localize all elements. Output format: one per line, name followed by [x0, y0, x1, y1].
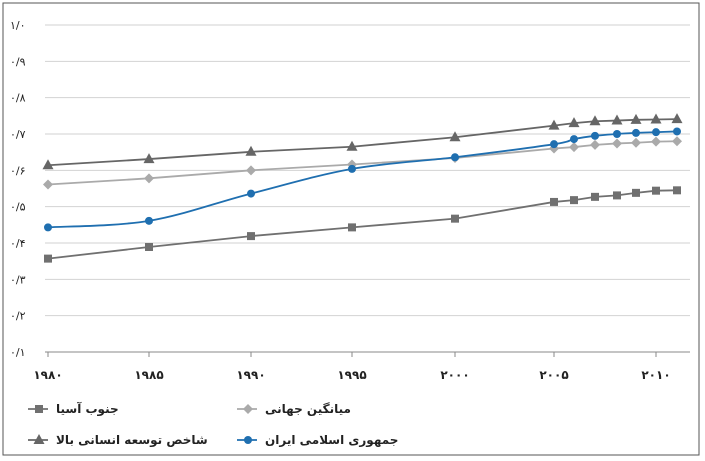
data-point	[630, 113, 642, 124]
data-point	[652, 186, 660, 195]
y-tick-label: ۰/۷	[10, 128, 26, 141]
data-point	[44, 223, 52, 232]
series-4	[44, 127, 681, 232]
data-point	[591, 131, 599, 140]
data-point	[568, 117, 580, 128]
x-tick-label: ۱۹۹۰	[236, 368, 265, 382]
legend-marker	[33, 434, 45, 444]
data-point	[611, 114, 623, 125]
data-point	[613, 191, 621, 200]
x-tick-label: ۱۹۸۵	[134, 368, 163, 382]
y-tick-label: ۰/۳	[10, 273, 26, 286]
data-point	[672, 136, 682, 147]
y-tick-label: ۰/۹	[10, 55, 26, 68]
data-point	[632, 128, 640, 137]
series-1	[44, 186, 681, 263]
data-point	[449, 131, 461, 142]
data-point	[145, 242, 153, 251]
y-tick-label: ۰/۵	[10, 201, 26, 214]
data-point	[548, 119, 560, 130]
data-point	[673, 127, 681, 136]
x-tick-label: ۱۹۸۰	[33, 368, 62, 382]
legend-label: شاخص توسعه انسانی بالا	[56, 433, 208, 448]
data-point	[673, 186, 681, 195]
series-lines	[42, 113, 683, 263]
y-tick-label: ۰/۸	[10, 92, 26, 105]
y-tick-label: ۰/۱	[10, 346, 26, 359]
data-point	[550, 140, 558, 149]
data-point	[246, 165, 256, 176]
legend-item: میانگین جهانی	[237, 402, 351, 416]
data-point	[632, 188, 640, 197]
x-tick-label: ۲۰۰۵	[539, 368, 568, 382]
data-point	[144, 173, 154, 184]
data-point	[348, 223, 356, 232]
data-point	[652, 128, 660, 137]
series-line	[47, 118, 678, 167]
data-point	[245, 145, 257, 156]
data-point	[451, 153, 459, 162]
x-tick-label: ۲۰۱۰	[641, 368, 670, 382]
data-point	[650, 113, 662, 124]
x-tick-labels: ۱۹۸۰ ۱۹۸۵ ۱۹۹۰ ۱۹۹۵ ۲۰۰۰ ۲۰۰۵ ۲۰۱۰	[33, 368, 670, 382]
x-tick-label: ۲۰۰۰	[440, 368, 469, 382]
data-point	[570, 196, 578, 205]
legend-marker	[243, 404, 253, 414]
data-point	[145, 216, 153, 225]
data-point	[43, 179, 53, 190]
data-point	[348, 164, 356, 173]
legend-label: میانگین جهانی	[265, 402, 351, 416]
y-tick-labels: ۰/۱ ۰/۲ ۰/۳ ۰/۴ ۰/۵ ۰/۶ ۰/۷ ۰/۸ ۰/۹ ۱/۰	[10, 19, 26, 359]
x-tick-label: ۱۹۹۵	[337, 368, 366, 382]
legend-item: شاخص توسعه انسانی بالا	[28, 433, 208, 448]
legend: جنوب آسیا میانگین جهانی شاخص توسعه انسانی …	[28, 401, 398, 448]
data-point	[651, 136, 661, 147]
data-point	[42, 159, 54, 170]
data-point	[247, 189, 255, 198]
data-point	[247, 232, 255, 241]
data-point	[570, 135, 578, 144]
data-point	[612, 138, 622, 149]
data-point	[550, 197, 558, 206]
data-point	[569, 142, 579, 153]
legend-marker	[35, 405, 43, 413]
data-point	[44, 254, 52, 263]
data-point	[451, 214, 459, 223]
data-point	[143, 153, 155, 164]
y-tick-label: ۰/۴	[10, 237, 26, 250]
data-point	[613, 130, 621, 138]
legend-label: جمهوری اسلامی ایران	[265, 433, 398, 448]
data-point	[590, 139, 600, 150]
data-point	[591, 192, 599, 201]
data-point	[589, 115, 601, 126]
data-point	[671, 113, 683, 124]
legend-item: جمهوری اسلامی ایران	[237, 433, 398, 448]
data-point	[631, 137, 641, 148]
legend-marker	[244, 436, 252, 444]
series-3	[42, 113, 683, 170]
y-tick-label: ۰/۲	[10, 310, 26, 323]
data-point	[346, 140, 358, 151]
grid-lines	[45, 24, 690, 317]
x-axis	[45, 351, 690, 357]
legend-item: جنوب آسیا	[28, 401, 119, 417]
legend-label: جنوب آسیا	[56, 401, 119, 417]
y-tick-label: ۰/۶	[10, 164, 26, 177]
y-tick-label: ۱/۰	[10, 19, 26, 32]
series-2	[43, 136, 682, 190]
